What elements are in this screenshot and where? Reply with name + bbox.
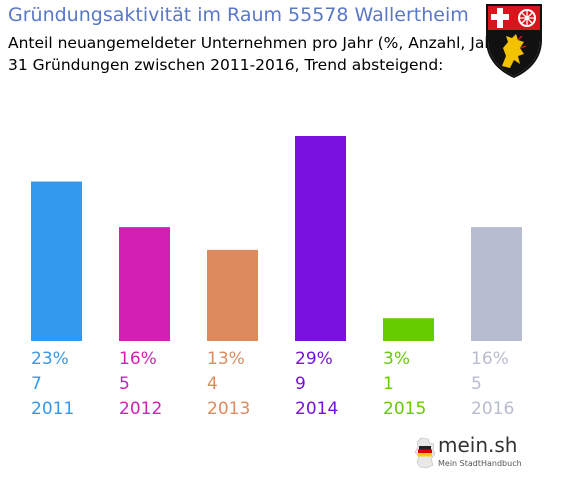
year-label-2015: 2015 [383,399,426,419]
chart-subtitle-line-2: 31 Gründungen zwischen 2011-2016, Trend … [8,56,444,74]
year-label-2014: 2014 [295,399,338,419]
chart-subtitle-line-1: Anteil neuangemeldeter Unternehmen pro J… [8,34,507,52]
percent-label-2014: 29% [295,349,333,369]
year-label-2013: 2013 [207,399,250,419]
percent-label-2012: 16% [119,349,157,369]
percent-label-2016: 16% [471,349,509,369]
count-label-2013: 4 [207,374,218,394]
year-label-2016: 2016 [471,399,514,419]
germany-map-icon [414,437,436,469]
year-label-2012: 2012 [119,399,162,419]
bar-2012 [119,227,170,341]
brand-logo: mein.sh Mein StadtHandbuch [412,433,524,477]
year-label-2011: 2011 [31,399,74,419]
bar-2013 [207,249,258,341]
count-label-2012: 5 [119,374,130,394]
logo-name: mein.sh [438,433,518,457]
rhineland-palatinate-coat-of-arms-icon [486,4,542,78]
logo-tagline: Mein StadtHandbuch [438,459,522,468]
count-label-2011: 7 [31,374,42,394]
bar-2015 [383,318,434,341]
count-label-2014: 9 [295,374,306,394]
bar-2014 [295,136,346,341]
percent-label-2015: 3% [383,349,410,369]
chart-title: Gründungsaktivität im Raum 55578 Wallert… [8,4,469,26]
percent-label-2013: 13% [207,349,245,369]
percent-label-2011: 23% [31,349,69,369]
count-label-2016: 5 [471,374,482,394]
bar-2016 [471,227,522,341]
bar-2011 [31,181,82,341]
count-label-2015: 1 [383,374,394,394]
